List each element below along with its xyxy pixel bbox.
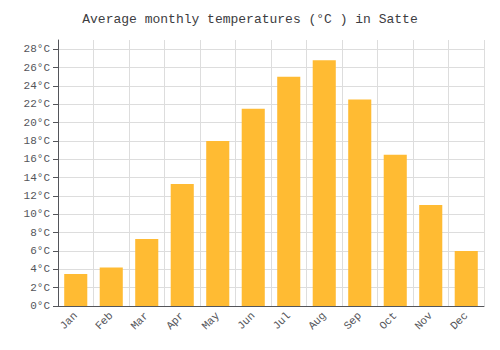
svg-text:16°C: 16°C	[24, 153, 51, 165]
svg-text:24°C: 24°C	[24, 80, 51, 92]
svg-text:Nov: Nov	[413, 309, 436, 332]
svg-text:14°C: 14°C	[24, 172, 51, 184]
svg-text:28°C: 28°C	[24, 43, 51, 55]
svg-text:Oct: Oct	[377, 310, 399, 332]
svg-text:4°C: 4°C	[30, 263, 50, 275]
svg-text:0°C: 0°C	[30, 300, 50, 312]
svg-text:18°C: 18°C	[24, 135, 51, 147]
svg-text:2°C: 2°C	[30, 282, 50, 294]
svg-text:Jun: Jun	[235, 310, 257, 332]
svg-text:Mar: Mar	[129, 310, 151, 332]
svg-text:Apr: Apr	[164, 310, 186, 332]
svg-text:8°C: 8°C	[30, 227, 50, 239]
svg-text:6°C: 6°C	[30, 245, 50, 257]
svg-text:Jan: Jan	[58, 310, 80, 332]
svg-text:Aug: Aug	[306, 310, 328, 332]
svg-text:Sep: Sep	[342, 310, 364, 332]
svg-text:10°C: 10°C	[24, 208, 51, 220]
svg-text:26°C: 26°C	[24, 62, 51, 74]
svg-text:Dec: Dec	[448, 310, 470, 332]
svg-text:Feb: Feb	[93, 310, 115, 332]
svg-text:Average monthly temperatures (: Average monthly temperatures (°C ) in Sa…	[82, 12, 417, 27]
svg-text:May: May	[200, 309, 223, 332]
svg-text:12°C: 12°C	[24, 190, 51, 202]
svg-text:22°C: 22°C	[24, 98, 51, 110]
svg-text:Jul: Jul	[271, 310, 293, 332]
svg-text:20°C: 20°C	[24, 117, 51, 129]
